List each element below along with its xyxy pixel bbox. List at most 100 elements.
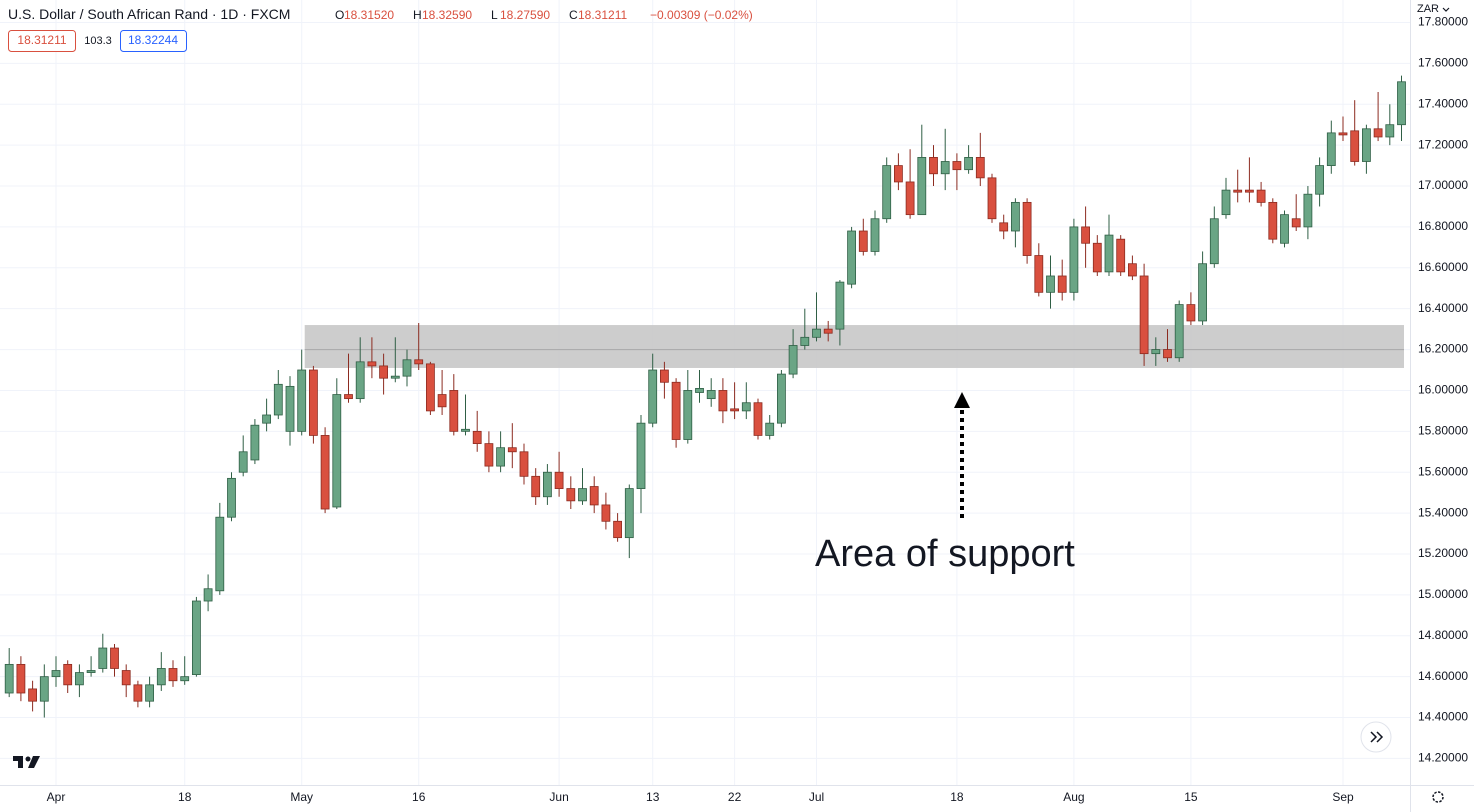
candle-body	[671, 381, 681, 440]
y-tick-label: 17.40000	[1418, 96, 1468, 110]
candle-body	[1338, 132, 1348, 136]
y-tick-label: 14.20000	[1418, 751, 1468, 765]
x-tick-label: Sep	[1332, 790, 1354, 804]
candle-body	[191, 600, 201, 676]
ohlc-label: C	[569, 8, 578, 22]
candle-body	[1209, 218, 1219, 265]
ohlc-value: 18.32590	[422, 8, 472, 22]
candle-body	[461, 428, 470, 432]
candle-body	[437, 394, 447, 408]
settings-button[interactable]	[1432, 791, 1444, 803]
axes: 14.20000 14.40000 14.60000 14.80000 15.00000…	[47, 15, 1469, 805]
y-tick-label: 16.20000	[1418, 342, 1468, 356]
candle-body	[964, 157, 973, 171]
candle-body	[1139, 275, 1149, 355]
candle-body	[1104, 234, 1114, 273]
candle-body	[636, 422, 646, 489]
annotation: Area of support	[815, 533, 1075, 575]
y-tick-label: 15.00000	[1418, 587, 1468, 601]
candle-body	[812, 328, 821, 338]
ohlc-value: 18.27590	[500, 8, 550, 22]
arrow-head	[954, 392, 970, 408]
candle-body	[566, 488, 576, 502]
candle-body	[1326, 132, 1336, 166]
candle-body	[273, 383, 283, 416]
y-tick-label: 15.80000	[1418, 424, 1468, 438]
ohlc-value: 18.31520	[344, 8, 394, 22]
candle-body	[1373, 128, 1383, 138]
y-tick-label: 17.80000	[1418, 15, 1468, 29]
candle-body	[1280, 214, 1289, 244]
support-zone	[304, 325, 1405, 368]
candle-body	[215, 516, 225, 592]
candle-body	[800, 336, 810, 346]
currency-selector[interactable]: ZAR	[1417, 3, 1439, 15]
y-tick-label: 17.00000	[1418, 178, 1468, 192]
candle-body	[402, 359, 412, 377]
candle-body	[1151, 349, 1161, 355]
grid	[0, 0, 1410, 785]
candle-body	[1245, 189, 1254, 193]
candle-body	[882, 165, 892, 220]
candle-body	[414, 359, 424, 365]
candle-body	[695, 388, 704, 393]
candle-body	[156, 668, 166, 686]
buy-badge[interactable]	[120, 30, 187, 52]
x-tick-label: Jun	[549, 790, 568, 804]
candle-body	[624, 488, 634, 539]
y-tick-label: 16.80000	[1418, 219, 1468, 233]
x-tick-label: May	[290, 790, 313, 804]
candle-body	[1397, 81, 1406, 126]
candle-body	[777, 373, 786, 424]
candle-body	[1233, 189, 1243, 193]
candle-body	[730, 408, 739, 412]
candle-body	[531, 475, 541, 498]
candle-body	[262, 414, 272, 424]
candle-body	[203, 588, 213, 602]
candle-body	[1362, 128, 1371, 162]
x-tick-label: 18	[950, 790, 964, 804]
candle-body	[660, 369, 669, 383]
candle-body	[390, 375, 400, 379]
candle-body	[250, 424, 260, 461]
candle-body	[870, 218, 880, 252]
candle-body	[1186, 304, 1196, 322]
candle-body	[98, 647, 108, 669]
candle-body	[1057, 275, 1067, 293]
y-tick-label: 15.40000	[1418, 505, 1468, 519]
candle-body	[355, 361, 365, 400]
ohlc-label: H	[413, 8, 422, 22]
candle-body	[496, 447, 506, 467]
candle-body	[1174, 304, 1184, 359]
logo	[13, 756, 40, 768]
scroll-icon[interactable]	[1370, 731, 1384, 743]
candle-body	[180, 676, 190, 682]
candle-body	[917, 157, 927, 216]
y-tick-label: 16.00000	[1418, 383, 1468, 397]
candle-body	[320, 435, 330, 510]
sell-price[interactable]: 18.31211	[17, 33, 66, 47]
candle-body	[332, 394, 342, 508]
y-tick-label: 15.20000	[1418, 546, 1468, 560]
candle-body	[238, 451, 248, 473]
candle-body	[1034, 255, 1044, 293]
x-tick-label: Apr	[47, 790, 66, 804]
candle-body	[578, 488, 587, 502]
candle-body	[16, 663, 26, 694]
candle-body	[168, 668, 178, 682]
candle-body	[1385, 124, 1395, 138]
candle-body	[145, 684, 155, 702]
candle-body	[1069, 226, 1079, 293]
candle-body	[51, 670, 61, 678]
buy-price[interactable]: 18.32244	[128, 33, 178, 47]
y-tick-label: 15.60000	[1418, 464, 1468, 478]
chart-title: U.S. Dollar / South African Rand · 1D · …	[8, 6, 290, 22]
candle-body	[507, 447, 517, 453]
candle-body	[765, 422, 775, 436]
ohlc-label: O	[335, 8, 344, 22]
sell-badge[interactable]	[8, 30, 76, 52]
candle-body	[975, 157, 985, 179]
candle-body	[1022, 201, 1032, 256]
currency-caret[interactable]	[1442, 7, 1450, 12]
